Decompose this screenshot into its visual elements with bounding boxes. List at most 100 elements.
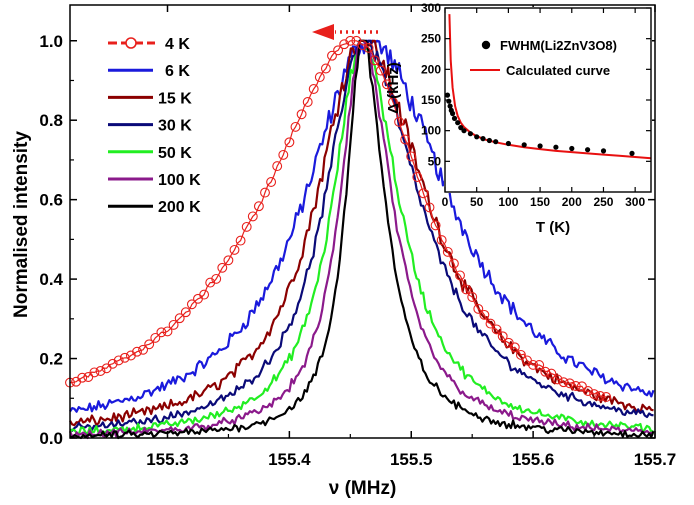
- data-point-4k: [412, 172, 423, 182]
- inset-data-point: [455, 120, 461, 126]
- data-point-4k: [320, 63, 331, 74]
- data-point-4k: [186, 299, 197, 310]
- legend-marker-4k: [125, 37, 137, 49]
- inset-data-point: [474, 134, 480, 140]
- data-point-4k: [278, 149, 289, 160]
- data-point-4k: [357, 40, 368, 51]
- inset-data-point: [569, 145, 575, 152]
- data-point-4k: [424, 202, 435, 213]
- data-point-4k: [144, 339, 155, 350]
- data-point-4k: [473, 303, 484, 314]
- inset-x-tick-label: 100: [498, 195, 518, 209]
- data-point-4k: [95, 366, 106, 376]
- inset-x-tick-label: 250: [593, 195, 613, 209]
- y-tick-label: 0.0: [39, 429, 63, 448]
- data-point-4k: [558, 377, 569, 388]
- data-point-4k: [455, 270, 465, 281]
- data-point-4k: [442, 246, 453, 257]
- data-point-4k: [107, 358, 118, 369]
- data-point-4k: [552, 374, 563, 385]
- data-point-4k: [418, 188, 429, 199]
- data-point-4k: [491, 324, 502, 335]
- inset-data-point: [450, 110, 456, 117]
- inset-data-point: [458, 125, 464, 131]
- data-point-4k: [430, 220, 441, 231]
- data-point-4k: [333, 45, 344, 56]
- data-point-4k: [583, 386, 593, 396]
- data-point-4k: [515, 349, 526, 360]
- inset-x-tick-label: 150: [530, 195, 550, 209]
- series-markers-4k: [65, 35, 612, 402]
- x-tick-label: 155.6: [512, 450, 555, 469]
- data-point-4k: [253, 201, 264, 212]
- data-point-4k: [247, 211, 258, 222]
- inset-y-tick-label: 200: [421, 62, 441, 76]
- data-point-4k: [400, 134, 411, 145]
- inset-data-point: [493, 139, 499, 145]
- data-point-4k: [461, 284, 472, 295]
- data-point-4k: [223, 255, 234, 266]
- y-tick-label: 0.8: [39, 111, 63, 130]
- legend-label-100k: 100 K: [158, 172, 201, 189]
- inset-y-tick-label: 250: [421, 32, 441, 46]
- y-axis-label: Normalised intensity: [11, 131, 32, 318]
- data-point-4k: [89, 367, 100, 378]
- data-point-4k: [497, 331, 508, 342]
- x-tick-label: 155.4: [268, 450, 311, 469]
- inset-data-point: [585, 147, 591, 153]
- data-point-4k: [448, 258, 459, 269]
- data-point-4k: [217, 262, 228, 273]
- inset-y-tick-label: 150: [421, 93, 441, 107]
- data-point-4k: [467, 292, 478, 302]
- inset-data-point: [521, 142, 527, 148]
- inset-data-point: [467, 131, 473, 137]
- inset-data-point: [553, 144, 559, 150]
- data-point-4k: [284, 137, 295, 148]
- inset-legend-marker-fwhm: [481, 40, 491, 50]
- data-point-4k: [595, 391, 606, 401]
- data-point-4k: [479, 309, 490, 320]
- data-point-4k: [290, 121, 301, 132]
- inset-x-axis-label: T (K): [536, 219, 570, 236]
- legend-label-200k: 200 K: [158, 199, 201, 216]
- inset-data-point: [486, 137, 492, 144]
- data-point-4k: [235, 235, 246, 246]
- inset-data-point: [600, 148, 607, 154]
- inset-x-tick-label: 300: [625, 195, 645, 209]
- data-point-4k: [302, 97, 313, 107]
- data-point-4k: [156, 327, 167, 338]
- data-point-4k: [388, 97, 398, 108]
- data-point-4k: [485, 318, 496, 329]
- data-point-4k: [436, 235, 447, 246]
- legend-label-6k: 6 K: [165, 63, 190, 80]
- y-tick-label: 0.6: [39, 191, 63, 210]
- inset-data-point: [480, 136, 486, 142]
- data-point-4k: [589, 389, 600, 400]
- inset-background: [444, 7, 652, 193]
- data-point-4k: [363, 42, 374, 53]
- inset-legend-label-calculated: Calculated curve: [506, 63, 610, 78]
- inset-x-tick-label: 0: [442, 195, 449, 209]
- data-point-4k: [576, 381, 587, 392]
- inset-y-tick-label: 100: [421, 124, 441, 138]
- data-point-4k: [394, 116, 405, 127]
- data-point-4k: [345, 35, 356, 46]
- data-point-4k: [339, 39, 350, 50]
- data-point-4k: [546, 368, 557, 379]
- series-line-4k: [69, 40, 607, 398]
- inset-y-tick-label: 300: [421, 1, 441, 15]
- data-point-4k: [375, 65, 386, 76]
- data-point-4k: [381, 79, 392, 90]
- data-point-4k: [199, 289, 210, 300]
- inset-legend: FWHM(Li2ZnV3O8) Calculated curve: [470, 38, 617, 78]
- data-point-4k: [296, 109, 307, 120]
- shift-arrow-head: [312, 24, 334, 40]
- data-point-4k: [229, 244, 240, 255]
- inset-y-axis-label: Δ (kHz): [385, 62, 402, 114]
- legend-label-4k: 4 K: [165, 36, 190, 53]
- x-tick-label: 155.7: [634, 450, 677, 469]
- data-point-4k: [241, 221, 252, 232]
- legend: 4 K 6 K 15 K 30 K 50 K 100 K 200 K: [108, 36, 201, 216]
- inset-data-point: [451, 115, 458, 121]
